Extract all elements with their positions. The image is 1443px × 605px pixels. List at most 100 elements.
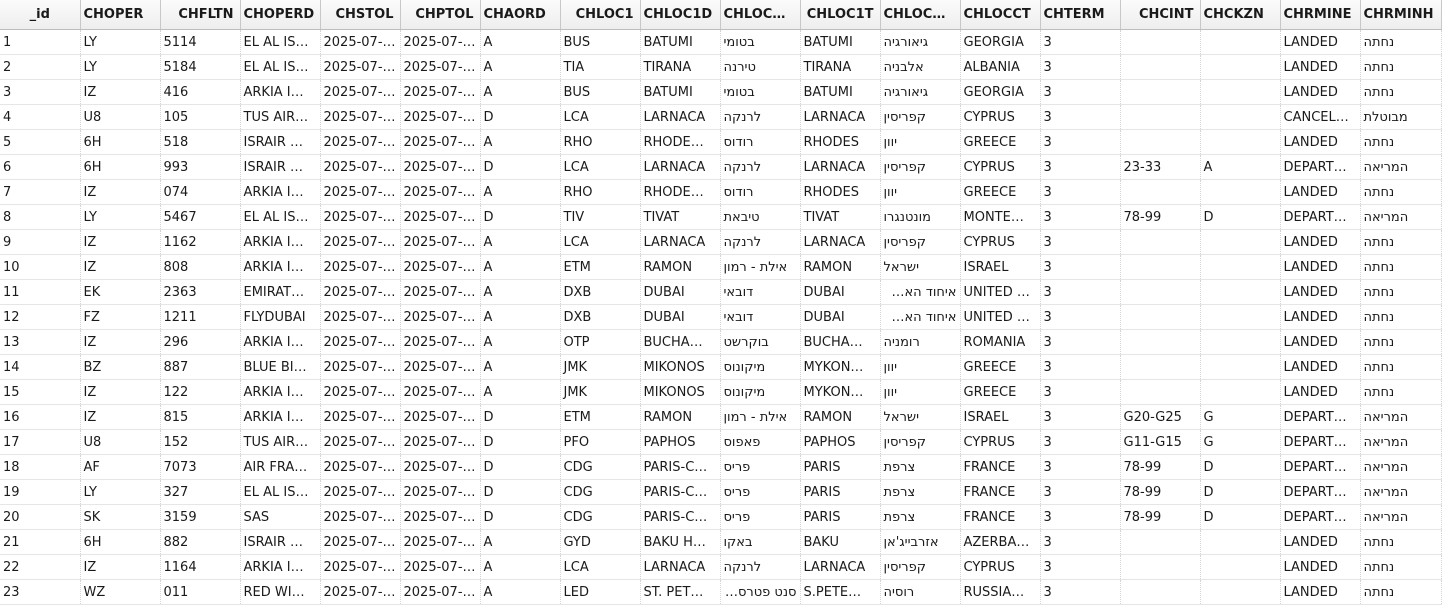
- cell-chloccth[interactable]: קפריסין: [880, 154, 961, 180]
- cell-chloc1[interactable]: RHO: [560, 129, 641, 155]
- column-header-chloc1th[interactable]: CHLOC…: [720, 0, 801, 30]
- cell-chloc1d[interactable]: LARNACA: [640, 104, 721, 130]
- cell-choper[interactable]: U8: [80, 104, 161, 130]
- cell-chrminh[interactable]: מבוטלת: [1360, 104, 1442, 130]
- cell-chlocct[interactable]: GREECE: [960, 379, 1041, 405]
- cell-chfltn[interactable]: 105: [160, 104, 241, 130]
- cell-chptol[interactable]: 2025-07-…: [400, 329, 481, 355]
- cell-id[interactable]: 9: [0, 229, 81, 255]
- cell-id[interactable]: 14: [0, 354, 81, 380]
- cell-chterm[interactable]: 3: [1040, 304, 1121, 330]
- cell-chfltn[interactable]: 3159: [160, 504, 241, 530]
- cell-chaord[interactable]: A: [480, 579, 561, 605]
- cell-chstol[interactable]: 2025-07-…: [320, 179, 401, 205]
- cell-chloc1th[interactable]: לרנקה: [720, 104, 801, 130]
- cell-chckzn[interactable]: [1200, 179, 1281, 205]
- cell-chrmine[interactable]: LANDED: [1280, 579, 1361, 605]
- cell-chstol[interactable]: 2025-07-…: [320, 479, 401, 505]
- cell-chloc1t[interactable]: BATUMI: [800, 79, 881, 105]
- cell-chlocct[interactable]: CYPRUS: [960, 429, 1041, 455]
- cell-chloc1[interactable]: RHO: [560, 179, 641, 205]
- cell-chcint[interactable]: [1120, 579, 1201, 605]
- cell-chrmine[interactable]: LANDED: [1280, 554, 1361, 580]
- cell-chptol[interactable]: 2025-07-…: [400, 229, 481, 255]
- cell-chckzn[interactable]: D: [1200, 454, 1281, 480]
- cell-id[interactable]: 4: [0, 104, 81, 130]
- cell-choperd[interactable]: EL AL IS…: [240, 29, 321, 55]
- cell-chstol[interactable]: 2025-07-…: [320, 454, 401, 480]
- cell-chcint[interactable]: [1120, 29, 1201, 55]
- column-header-choperd[interactable]: CHOPERD: [240, 0, 321, 30]
- cell-chcint[interactable]: [1120, 379, 1201, 405]
- cell-chstol[interactable]: 2025-07-…: [320, 554, 401, 580]
- cell-chloc1d[interactable]: PAPHOS: [640, 429, 721, 455]
- cell-chlocct[interactable]: RUSSIA…: [960, 579, 1041, 605]
- cell-chloc1th[interactable]: פריס: [720, 479, 801, 505]
- cell-chrminh[interactable]: נחתה: [1360, 354, 1442, 380]
- cell-chrminh[interactable]: המריאה: [1360, 479, 1442, 505]
- cell-chterm[interactable]: 3: [1040, 254, 1121, 280]
- cell-chaord[interactable]: D: [480, 454, 561, 480]
- cell-chloc1th[interactable]: פריס: [720, 504, 801, 530]
- cell-chfltn[interactable]: 122: [160, 379, 241, 405]
- cell-id[interactable]: 11: [0, 279, 81, 305]
- cell-id[interactable]: 16: [0, 404, 81, 430]
- cell-chloc1t[interactable]: LARNACA: [800, 154, 881, 180]
- cell-chloc1d[interactable]: DUBAI: [640, 279, 721, 305]
- cell-chloc1t[interactable]: BUCHA…: [800, 329, 881, 355]
- cell-choperd[interactable]: SAS: [240, 504, 321, 530]
- cell-chaord[interactable]: A: [480, 79, 561, 105]
- column-header-chptol[interactable]: CHPTOL: [400, 0, 481, 30]
- cell-chstol[interactable]: 2025-07-…: [320, 104, 401, 130]
- cell-chloc1d[interactable]: LARNACA: [640, 554, 721, 580]
- cell-chrminh[interactable]: נחתה: [1360, 129, 1442, 155]
- cell-chrmine[interactable]: LANDED: [1280, 254, 1361, 280]
- cell-chaord[interactable]: D: [480, 154, 561, 180]
- cell-chlocct[interactable]: AZERBA…: [960, 529, 1041, 555]
- cell-chfltn[interactable]: 5114: [160, 29, 241, 55]
- cell-choperd[interactable]: EL AL IS…: [240, 54, 321, 80]
- cell-choperd[interactable]: ISRAIR …: [240, 529, 321, 555]
- cell-chrmine[interactable]: LANDED: [1280, 29, 1361, 55]
- cell-id[interactable]: 1: [0, 29, 81, 55]
- cell-id[interactable]: 5: [0, 129, 81, 155]
- cell-chrminh[interactable]: נחתה: [1360, 529, 1442, 555]
- table-row[interactable]: 21 6H 882 ISRAIR … 2025-07-… 2025-07-… A GYD BAK…: [0, 529, 1442, 555]
- column-header-chrmine[interactable]: CHRMINE: [1280, 0, 1361, 30]
- cell-choperd[interactable]: ISRAIR …: [240, 154, 321, 180]
- cell-chloccth[interactable]: רומניה: [880, 329, 961, 355]
- cell-chrmine[interactable]: DEPART…: [1280, 429, 1361, 455]
- cell-chloccth[interactable]: איחוד האמירויות הערב: [880, 279, 961, 305]
- cell-chloccth[interactable]: גיאורגיה: [880, 79, 961, 105]
- cell-chterm[interactable]: 3: [1040, 129, 1121, 155]
- cell-choperd[interactable]: EL AL IS…: [240, 479, 321, 505]
- cell-chaord[interactable]: A: [480, 379, 561, 405]
- cell-chlocct[interactable]: GREECE: [960, 179, 1041, 205]
- cell-chrmine[interactable]: LANDED: [1280, 354, 1361, 380]
- table-row[interactable]: 6 6H 993 ISRAIR … 2025-07-… 2025-07-… D LCA LARN…: [0, 154, 1442, 180]
- cell-chloc1d[interactable]: RHODE…: [640, 129, 721, 155]
- cell-choperd[interactable]: EMIRAT…: [240, 279, 321, 305]
- cell-chterm[interactable]: 3: [1040, 379, 1121, 405]
- cell-chloc1d[interactable]: MIKONOS: [640, 354, 721, 380]
- cell-chloc1[interactable]: LCA: [560, 554, 641, 580]
- table-row[interactable]: 1 LY 5114 EL AL IS… 2025-07-… 2025-07-… A BUS BA…: [0, 29, 1442, 55]
- cell-chcint[interactable]: [1120, 229, 1201, 255]
- column-header-id[interactable]: _id: [0, 0, 81, 30]
- cell-chckzn[interactable]: [1200, 304, 1281, 330]
- cell-chloccth[interactable]: איחוד האמירויות הערב: [880, 304, 961, 330]
- cell-chloc1t[interactable]: PARIS: [800, 454, 881, 480]
- table-row[interactable]: 11 EK 2363 EMIRAT… 2025-07-… 2025-07-… A DXB DUB…: [0, 279, 1442, 305]
- cell-chptol[interactable]: 2025-07-…: [400, 554, 481, 580]
- cell-chloccth[interactable]: קפריסין: [880, 554, 961, 580]
- cell-chterm[interactable]: 3: [1040, 229, 1121, 255]
- table-row[interactable]: 7 IZ 074 ARKIA I… 2025-07-… 2025-07-… A RHO RHOD…: [0, 179, 1442, 205]
- cell-chcint[interactable]: [1120, 329, 1201, 355]
- cell-chloc1th[interactable]: לרנקה: [720, 554, 801, 580]
- cell-chloc1t[interactable]: PAPHOS: [800, 429, 881, 455]
- cell-choperd[interactable]: ARKIA I…: [240, 229, 321, 255]
- cell-chckzn[interactable]: D: [1200, 504, 1281, 530]
- cell-chloc1t[interactable]: PARIS: [800, 504, 881, 530]
- cell-chcint[interactable]: [1120, 554, 1201, 580]
- cell-chcint[interactable]: 23-33: [1120, 154, 1201, 180]
